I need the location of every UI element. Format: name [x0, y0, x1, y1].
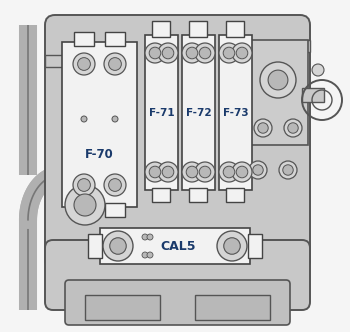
Bar [74, 203, 94, 217]
Circle shape [232, 43, 252, 63]
Circle shape [147, 252, 153, 258]
Circle shape [142, 252, 148, 258]
Circle shape [73, 53, 95, 75]
Circle shape [254, 119, 272, 137]
Circle shape [74, 194, 96, 216]
Circle shape [142, 234, 148, 240]
Circle shape [147, 234, 153, 240]
Text: F-73: F-73 [223, 108, 248, 118]
Text: F-71: F-71 [149, 108, 174, 118]
Circle shape [284, 119, 302, 137]
Bar [189, 21, 207, 37]
Bar [290, 40, 310, 52]
Bar [74, 32, 94, 46]
FancyBboxPatch shape [65, 280, 290, 325]
Bar [105, 203, 125, 217]
Bar [152, 188, 170, 202]
Bar [248, 40, 308, 145]
Circle shape [186, 166, 198, 178]
Circle shape [65, 185, 105, 225]
Bar [226, 188, 244, 202]
Text: F-72: F-72 [186, 108, 211, 118]
Bar [62, 42, 137, 207]
Circle shape [224, 238, 240, 254]
Circle shape [149, 47, 161, 59]
Circle shape [145, 43, 165, 63]
Circle shape [73, 174, 95, 196]
Circle shape [199, 47, 211, 59]
Circle shape [104, 53, 126, 75]
Circle shape [110, 238, 126, 254]
Circle shape [108, 179, 121, 191]
Circle shape [217, 231, 247, 261]
FancyBboxPatch shape [45, 240, 310, 310]
Circle shape [312, 64, 324, 76]
Circle shape [283, 165, 293, 175]
Circle shape [288, 123, 298, 133]
Circle shape [182, 162, 202, 182]
Circle shape [223, 166, 235, 178]
Bar [195, 295, 270, 320]
Circle shape [219, 162, 239, 182]
Circle shape [162, 166, 174, 178]
Bar [85, 295, 160, 320]
Circle shape [268, 70, 288, 90]
Circle shape [78, 179, 90, 191]
Bar [302, 88, 324, 102]
Bar [182, 35, 215, 190]
Circle shape [81, 116, 87, 122]
Bar [45, 55, 67, 67]
Circle shape [103, 231, 133, 261]
Circle shape [108, 58, 121, 70]
Bar [145, 35, 178, 190]
Text: CAL5: CAL5 [160, 239, 196, 253]
Circle shape [199, 166, 211, 178]
Bar [100, 228, 250, 264]
Circle shape [162, 47, 174, 59]
Circle shape [232, 162, 252, 182]
Circle shape [112, 116, 118, 122]
Text: F-70: F-70 [85, 148, 114, 161]
Circle shape [223, 47, 235, 59]
Bar [226, 21, 244, 37]
Circle shape [78, 58, 90, 70]
FancyBboxPatch shape [45, 15, 310, 270]
Circle shape [260, 62, 296, 98]
Circle shape [236, 166, 248, 178]
Circle shape [158, 162, 178, 182]
Bar [88, 234, 102, 258]
Circle shape [279, 161, 297, 179]
Bar [248, 234, 262, 258]
Circle shape [219, 43, 239, 63]
Circle shape [195, 162, 215, 182]
Circle shape [253, 165, 263, 175]
Circle shape [145, 162, 165, 182]
Bar [219, 35, 252, 190]
Circle shape [186, 47, 198, 59]
Bar [152, 21, 170, 37]
Bar [105, 32, 125, 46]
Circle shape [158, 43, 178, 63]
Circle shape [104, 174, 126, 196]
Circle shape [249, 161, 267, 179]
Bar [189, 188, 207, 202]
Circle shape [149, 166, 161, 178]
Circle shape [236, 47, 248, 59]
Circle shape [182, 43, 202, 63]
Circle shape [258, 123, 268, 133]
Circle shape [195, 43, 215, 63]
